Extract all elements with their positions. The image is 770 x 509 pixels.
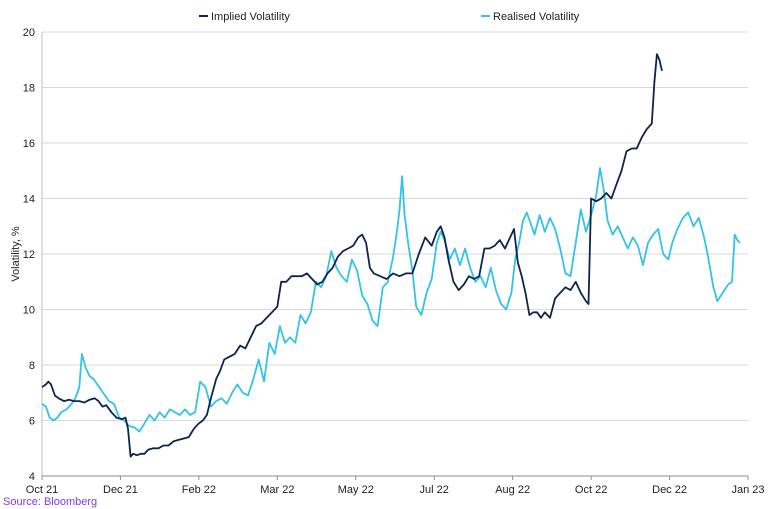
- y-tick-label: 10: [23, 305, 35, 317]
- x-tick-labels: Oct 21 Dec 21 Feb 22 Mar 22 May 22 Jul 22 Aug …: [26, 484, 765, 496]
- y-tick-label: 18: [23, 83, 35, 95]
- y-tick-label: 14: [23, 194, 35, 206]
- source-note: Source: Bloomberg: [3, 496, 98, 508]
- gridlines: [42, 31, 748, 421]
- y-tick-labels: 4 6 8 10 12 14 16 18 20: [23, 27, 35, 483]
- y-tick-label: 20: [23, 27, 35, 39]
- x-tick-label: Jul 22: [420, 484, 449, 496]
- y-tick-label: 6: [29, 416, 35, 428]
- realised-volatility-line: [41, 167, 741, 433]
- y-axis-label: Volatility, %: [10, 226, 22, 282]
- axes: [41, 32, 749, 480]
- x-tick-label: Dec 22: [652, 484, 687, 496]
- y-tick-label: 4: [29, 471, 35, 483]
- y-tick-label: 16: [23, 138, 35, 150]
- x-tick-label: May 22: [338, 484, 374, 496]
- x-tick-label: Feb 22: [182, 484, 216, 496]
- x-tick-label: Dec 21: [103, 484, 138, 496]
- x-tick-label: Aug 22: [495, 484, 530, 496]
- x-tick-label: Mar 22: [260, 484, 294, 496]
- legend: Implied Volatility Realised Volatility: [199, 11, 580, 23]
- series-lines: [41, 53, 741, 458]
- x-tick-label: Oct 21: [26, 484, 58, 496]
- y-tick-label: 12: [23, 249, 35, 261]
- line-chart: 4 6 8 10 12 14 16 18 20 Oct 21 Dec 21 Feb 22 Mar 22…: [10, 11, 765, 496]
- y-tick-label: 8: [29, 360, 35, 372]
- x-tick-label: Jan 23: [731, 484, 764, 496]
- legend-realised-volatility-label: Realised Volatility: [493, 11, 580, 23]
- x-tick-label: Oct 22: [575, 484, 607, 496]
- implied-volatility-line: [41, 53, 663, 458]
- legend-implied-volatility-label: Implied Volatility: [211, 11, 290, 23]
